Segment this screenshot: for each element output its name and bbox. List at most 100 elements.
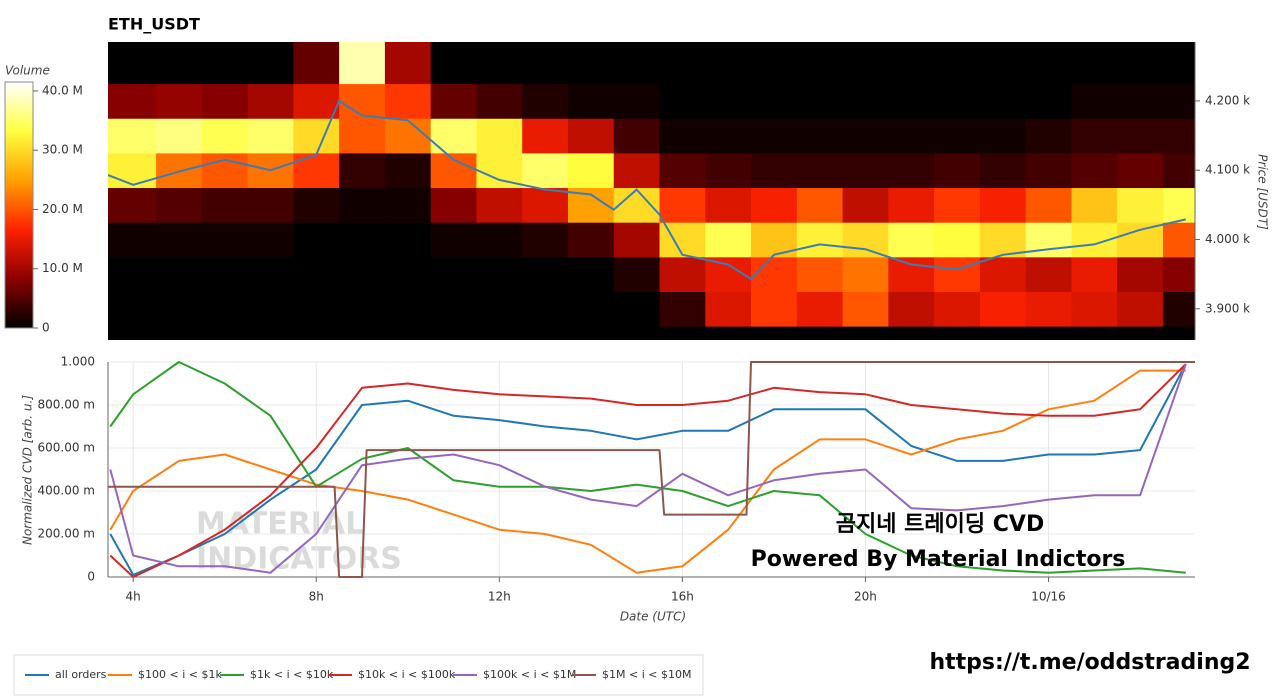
heat-cell — [1025, 152, 1072, 189]
colorbar-tick-label: 0 — [42, 321, 50, 335]
heat-cell — [934, 222, 981, 258]
heat-cell — [201, 152, 249, 189]
caption: 곰지네 트레이딩 CVD — [836, 512, 1044, 537]
heat-cell — [659, 187, 706, 223]
heat-cell — [384, 83, 432, 119]
heat-cell — [384, 326, 432, 340]
price-line — [108, 99, 1187, 281]
y-axis-label: Normalized CVD [arb. u.] — [21, 395, 35, 545]
heat-cell — [430, 42, 477, 85]
heat-cell — [1071, 256, 1118, 292]
heat-cell — [201, 326, 249, 340]
heat-cell — [1071, 291, 1118, 327]
heat-cell — [888, 326, 935, 340]
heat-cell — [430, 326, 477, 340]
heat-cell — [659, 326, 706, 340]
colorbar-tick-label: 30.0 M — [42, 143, 83, 157]
heat-cell — [108, 152, 157, 189]
heat-cell — [476, 83, 523, 119]
heat-cell — [339, 291, 386, 327]
heat-cell — [522, 83, 569, 119]
heat-cell — [751, 152, 798, 189]
heat-cell — [522, 118, 569, 154]
heatmap — [108, 42, 1195, 340]
y-tick-label: 600.00 m — [38, 441, 96, 455]
heat-cell — [108, 326, 157, 340]
heat-cell — [796, 326, 844, 340]
heat-cell — [522, 152, 569, 189]
heat-cell — [522, 256, 569, 292]
colorbar-tick-label: 10.0 M — [42, 261, 83, 275]
heat-cell — [979, 42, 1027, 85]
heat-cell — [430, 118, 477, 154]
heat-cell — [430, 256, 477, 292]
heat-cell — [979, 83, 1027, 119]
heat-cell — [979, 291, 1027, 327]
heat-cell — [613, 256, 661, 292]
heat-cell — [247, 187, 294, 223]
x-tick-label: 4h — [126, 590, 141, 604]
heat-cell — [1025, 291, 1072, 327]
heat-cell — [476, 187, 523, 223]
heat-cell — [842, 118, 889, 154]
heat-cell — [293, 326, 340, 340]
heat-cell — [1162, 42, 1195, 85]
heat-cell — [613, 222, 661, 258]
heat-cell — [567, 291, 615, 327]
heat-cell — [339, 152, 386, 189]
heat-cell — [1162, 118, 1195, 154]
cvd-line — [109, 363, 1187, 578]
heat-cell — [339, 83, 386, 119]
heat-cell — [1117, 118, 1164, 154]
heat-cell — [1117, 187, 1164, 223]
heat-cell — [796, 291, 844, 327]
heat-cell — [888, 118, 935, 154]
heat-cell — [1025, 326, 1072, 340]
watermark: INDICATORS — [196, 542, 402, 577]
heat-cell — [476, 326, 523, 340]
heat-cell — [384, 291, 432, 327]
heat-cell — [1025, 256, 1072, 292]
heat-cell — [156, 326, 203, 340]
heat-cell — [247, 42, 294, 85]
heat-cell — [339, 118, 386, 154]
heat-cell — [1071, 326, 1118, 340]
heat-cell — [979, 222, 1027, 258]
heat-cell — [934, 118, 981, 154]
heat-cell — [156, 187, 203, 223]
heat-cell — [705, 83, 752, 119]
heat-cell — [339, 256, 386, 292]
heat-cell — [751, 291, 798, 327]
y-tick-label: 800.00 m — [38, 398, 96, 412]
heat-cell — [522, 222, 569, 258]
heat-cell — [108, 291, 157, 327]
heat-cell — [1071, 152, 1118, 189]
heat-cell — [567, 83, 615, 119]
heat-cell — [339, 187, 386, 223]
heat-cell — [293, 152, 340, 189]
x-tick-label: 20h — [854, 590, 877, 604]
heat-cell — [751, 118, 798, 154]
y-tick-label: 200.00 m — [38, 527, 96, 541]
heat-cell — [522, 42, 569, 85]
heat-cell — [613, 118, 661, 154]
heat-cell — [430, 187, 477, 223]
heat-cell — [705, 42, 752, 85]
heat-cell — [384, 42, 432, 85]
heat-cell — [430, 222, 477, 258]
heat-cell — [888, 256, 935, 292]
heat-cell — [293, 291, 340, 327]
heat-cell — [1117, 256, 1164, 292]
legend-label: $1k < i < $10k — [250, 668, 334, 681]
heat-cell — [842, 83, 889, 119]
heat-cell — [384, 222, 432, 258]
heat-cell — [796, 222, 844, 258]
heat-cell — [1071, 42, 1118, 85]
heat-cell — [201, 222, 249, 258]
heat-cell — [705, 152, 752, 189]
heat-cell — [796, 42, 844, 85]
x-tick-label: 8h — [309, 590, 324, 604]
y2-axis-label: Price [USDT] — [1256, 154, 1270, 230]
heat-cell — [567, 152, 615, 189]
heat-cell — [934, 256, 981, 292]
